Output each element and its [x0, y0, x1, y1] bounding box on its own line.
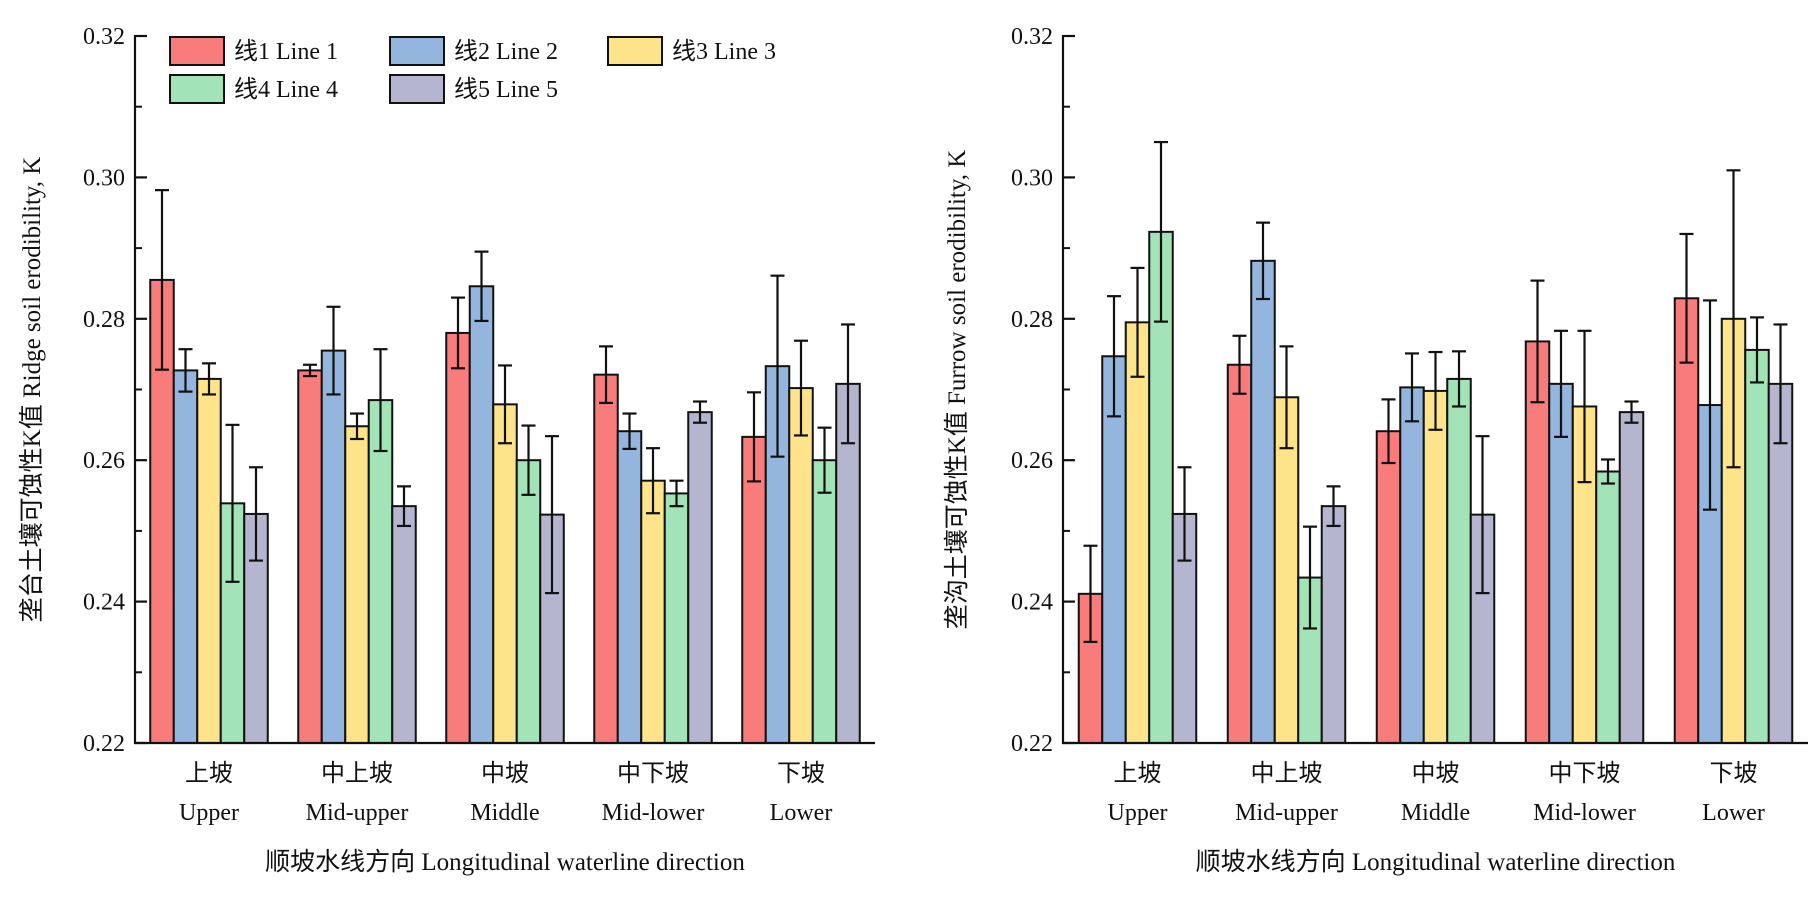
x-tick-label-cn: 中坡 [481, 760, 529, 787]
bar-line1-lower [741, 435, 767, 744]
x-tick-label: Upper [179, 800, 239, 826]
bar-line2-upper [172, 369, 199, 744]
bar-line4-middle [1446, 377, 1472, 744]
bar-line3-upper [1124, 321, 1151, 744]
y-tick-label: 0.26 [83, 448, 125, 474]
y-axis-title: 垄台土壤可蚀性K值 Ridge soil erodibility, K [18, 157, 46, 623]
legend-label-line2: 线2 Line 2 [454, 38, 558, 65]
bar-line4-lower [811, 459, 838, 744]
x-tick-label-cn: 中下坡 [1549, 760, 1621, 787]
x-tick-label-cn: 下坡 [1710, 760, 1758, 787]
bar-line1-lower [1673, 297, 1700, 744]
bar-line3-middle [1422, 389, 1449, 744]
bar-line2-mid-lower [616, 430, 643, 744]
bar-line2-middle [468, 285, 495, 744]
bar-line1-mid-upper [1226, 363, 1253, 744]
bar-line5-mid-lower [1618, 411, 1645, 744]
x-tick-label: Upper [1108, 800, 1168, 826]
bar-line4-mid-lower [663, 492, 690, 744]
chart-panel-1: 0.22 0.24 0.26 0.28 0.30 0.32 上坡 Upper 中上坡 Mid-up… [18, 24, 875, 876]
legend: 线1 Line 1 线2 Line 2 线3 Line 3 线4 Line 4 线5 L… [169, 36, 776, 104]
x-tick-label: Mid-upper [1235, 800, 1338, 826]
x-tick-label-cn: 下坡 [777, 760, 825, 787]
x-tick-label-cn: 中上坡 [1251, 760, 1323, 787]
y-tick-label: 0.22 [1011, 731, 1053, 757]
y-tick-label: 0.22 [83, 731, 125, 757]
x-tick-label: Mid-lower [1533, 800, 1636, 826]
y-tick-label: 0.32 [1011, 24, 1053, 50]
bar-line3-middle [492, 403, 518, 744]
bar-line1-middle [445, 331, 471, 744]
y-tick-label: 0.30 [83, 165, 125, 191]
x-tick-label: Mid-lower [602, 800, 705, 826]
x-axis-title: 顺坡水线方向 Longitudinal waterline direction [265, 848, 745, 876]
y-tick-label: 0.30 [1011, 165, 1053, 191]
x-tick-label-cn: 上坡 [185, 760, 233, 787]
x-axis-title: 顺坡水线方向 Longitudinal waterline direction [1196, 848, 1676, 876]
x-tick-label-cn: 上坡 [1114, 760, 1162, 787]
y-tick-label: 0.24 [83, 590, 125, 616]
x-tick-label: Lower [770, 800, 833, 826]
y-tick-label: 0.26 [1011, 448, 1053, 474]
bar-line2-middle [1399, 386, 1425, 744]
x-tick-label: Mid-upper [306, 800, 409, 826]
bar-line3-upper [196, 377, 222, 744]
x-tick-label-cn: 中坡 [1412, 760, 1460, 787]
chart-panel-2: 0.22 0.24 0.26 0.28 0.30 0.32 上坡 Upper 中上坡 Mid-up… [943, 24, 1808, 876]
legend-label-line4: 线4 Line 4 [234, 76, 338, 103]
x-tick-label: Middle [1401, 800, 1470, 826]
bar-line1-mid-lower [593, 373, 619, 744]
bar-line1-middle [1375, 430, 1402, 744]
legend-swatch-line3 [607, 36, 663, 66]
bar-line3-mid-upper [344, 425, 370, 744]
bar-line2-mid-upper [1250, 259, 1276, 744]
legend-label-line5: 线5 Line 5 [454, 76, 558, 103]
y-tick-label: 0.24 [1011, 590, 1053, 616]
legend-swatch-line5 [389, 74, 445, 104]
bar-line4-middle [515, 459, 542, 744]
y-tick-label: 0.28 [83, 307, 125, 333]
y-tick-label: 0.32 [83, 24, 125, 50]
x-tick-label-cn: 中上坡 [321, 760, 393, 787]
x-tick-label-cn: 中下坡 [617, 760, 689, 787]
bar-line5-mid-lower [687, 411, 713, 744]
bar-line1-mid-upper [297, 369, 323, 744]
legend-swatch-line2 [389, 36, 445, 66]
x-tick-label: Middle [470, 800, 539, 826]
bar-line5-mid-upper [391, 505, 417, 744]
bar-line2-mid-upper [320, 349, 347, 744]
y-tick-label: 0.28 [1011, 307, 1053, 333]
bar-line3-lower [788, 387, 814, 744]
y-axis-title: 垄沟土壤可蚀性K值 Furrow soil erodibility, K [943, 150, 971, 630]
legend-swatch-line4 [169, 74, 225, 104]
legend-label-line3: 线3 Line 3 [672, 38, 776, 65]
bar-line3-mid-lower [640, 479, 666, 744]
bar-line4-lower [1744, 348, 1770, 744]
bar-line4-mid-lower [1595, 470, 1621, 744]
x-tick-label: Lower [1702, 800, 1765, 826]
legend-label-line1: 线1 Line 1 [234, 38, 338, 65]
bar-line5-mid-upper [1320, 505, 1347, 744]
legend-swatch-line1 [169, 36, 225, 66]
